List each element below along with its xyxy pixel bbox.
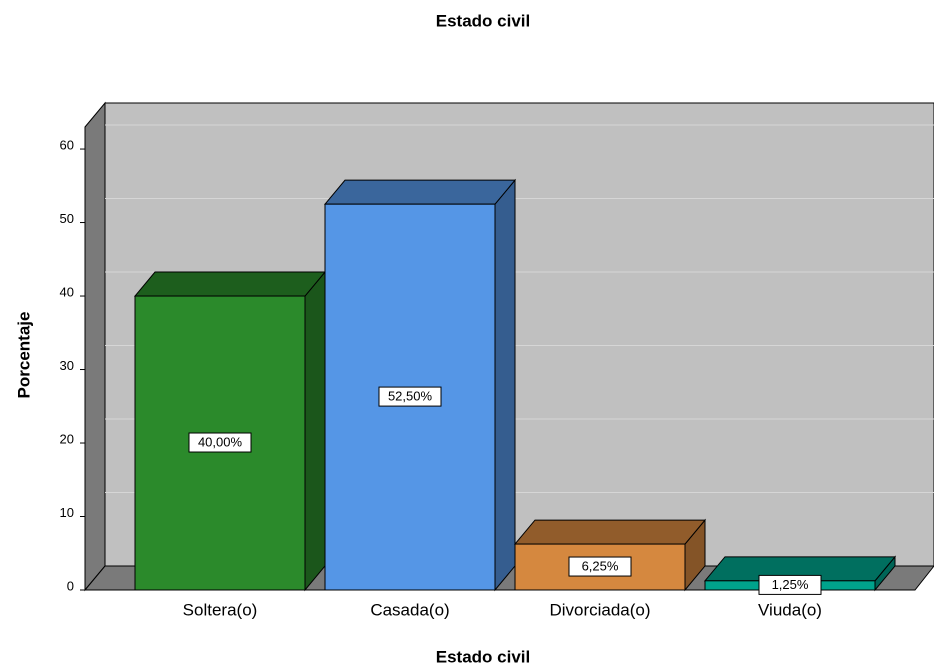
y-tick-label: 50 [60, 211, 74, 226]
value-label: 1,25% [772, 577, 809, 592]
bar-side [304, 270, 326, 592]
x-tick-label: Viuda(o) [758, 600, 822, 619]
value-label: 40,00% [198, 434, 243, 449]
value-label-box [568, 556, 632, 577]
x-axis-label: Estado civil [436, 647, 530, 666]
value-label-box [188, 432, 252, 453]
left-wall [84, 101, 106, 592]
value-label: 6,25% [582, 558, 619, 573]
bar-top [133, 271, 327, 297]
y-axis-label: Porcentaje [14, 312, 33, 399]
value-label: 52,50% [388, 389, 433, 404]
value-label-box [758, 574, 822, 595]
bar-top [323, 179, 517, 205]
bar-side [494, 178, 516, 592]
x-tick-label: Soltera(o) [183, 600, 258, 619]
bar-top [513, 519, 707, 545]
y-tick-label: 60 [60, 137, 74, 152]
y-tick-label: 30 [60, 358, 74, 373]
y-tick-label: 0 [67, 578, 74, 593]
x-tick-label: Divorciada(o) [549, 600, 650, 619]
value-label-box [378, 386, 442, 407]
y-tick-label: 20 [60, 431, 74, 446]
y-tick-label: 40 [60, 284, 74, 299]
x-tick-label: Casada(o) [370, 600, 449, 619]
y-tick-label: 10 [60, 505, 74, 520]
chart-title: Estado civil [436, 11, 530, 30]
